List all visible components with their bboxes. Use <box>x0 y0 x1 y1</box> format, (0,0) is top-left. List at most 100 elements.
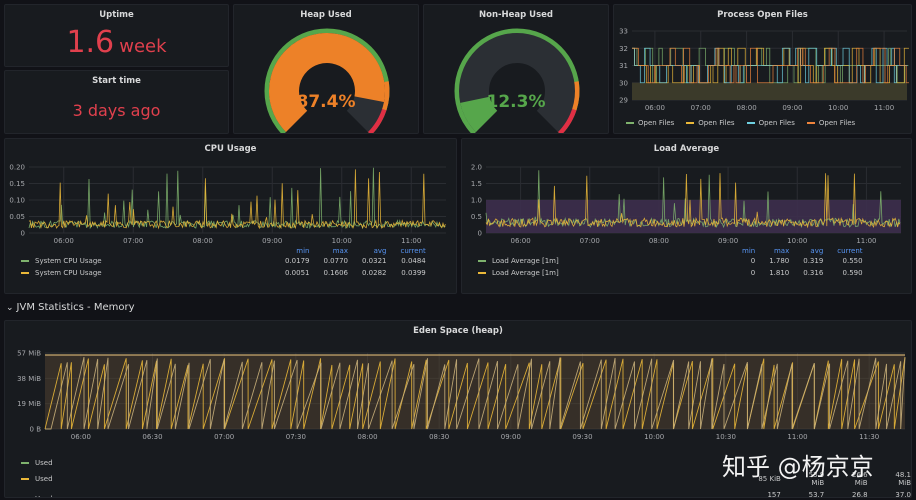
eden-legend-row[interactable]: Used 157 KiB 53.7 MiB 26.8 MiB 37.0 MiB <box>21 489 911 498</box>
open-files-xtick: 11:00 <box>874 104 894 112</box>
open-files-ytick: 31 <box>619 62 628 70</box>
row-title-label: JVM Statistics - Memory <box>16 302 135 313</box>
open-files-panel: Process Open Files 33 32 31 30 29 06:00 07:00 0… <box>613 4 912 134</box>
open-files-xtick: 06:00 <box>645 104 665 112</box>
legend-series-name: Used <box>21 489 741 497</box>
cpu-legend-header[interactable]: current <box>400 247 426 255</box>
legend-series-name: Load Average [1m] <box>478 255 728 267</box>
heap-fill <box>269 33 385 132</box>
eden-space-panel: Eden Space (heap) 57 MiB 38 MiB 19 MiB 0 B 0… <box>4 320 912 498</box>
load-legend-row[interactable]: Load Average [1m] 0 1.810 0.316 0.590 <box>478 267 863 279</box>
heap-threshold-red <box>367 108 387 133</box>
open-files-series-line <box>632 47 909 84</box>
cpu-legend-header[interactable]: max <box>332 247 348 255</box>
cpu-usage-chart: 0.20 0.15 0.10 0.05 0 06:00 07:00 08:00 09:00 10:… <box>9 164 446 245</box>
eden-legend-row[interactable]: Used <box>21 457 911 469</box>
open-files-legend-item[interactable]: Open Files <box>626 119 674 127</box>
cpu-legend-row[interactable]: System CPU Usage 0.0179 0.0770 0.0321 0.0484 <box>21 255 426 267</box>
nonheap-fill <box>460 95 498 133</box>
load-legend-header[interactable]: current <box>837 247 863 255</box>
legend-avg-value: 26.8 MiB <box>851 491 868 498</box>
legend-swatch <box>21 478 29 480</box>
legend-max-value: 53.7 MiB <box>808 491 825 498</box>
load-legend-row[interactable]: Load Average [1m] 0 1.780 0.319 0.550 <box>478 255 863 267</box>
heap-used-panel: Heap Used 87.4% <box>233 4 419 134</box>
open-files-xtick: 09:00 <box>782 104 802 112</box>
load-ytick: 1.0 <box>471 197 482 205</box>
uptime-panel: Uptime 1.6 week <box>4 4 229 67</box>
eden-series-line <box>45 356 906 430</box>
load-legend-header[interactable]: min <box>742 247 756 255</box>
open-files-ytick: 32 <box>619 45 628 53</box>
legend-label: Load Average [1m] <box>492 269 559 277</box>
chevron-down-icon: ⌄ <box>6 303 14 313</box>
open-files-xtick: 08:00 <box>736 104 756 112</box>
eden-space-title: Eden Space (heap) <box>413 326 503 336</box>
load-legend-header[interactable]: avg <box>810 247 824 255</box>
jvm-memory-row-header[interactable]: ⌄ JVM Statistics - Memory <box>6 302 135 313</box>
cpu-usage-title: CPU Usage <box>204 144 257 154</box>
cpu-ytick: 0.15 <box>9 180 25 188</box>
legend-current-value: 0.0484 <box>401 257 426 265</box>
load-ytick: 1.5 <box>471 180 482 188</box>
nonheap-used-title: Non-Heap Used <box>478 10 553 20</box>
legend-label: Open Files <box>698 119 735 127</box>
uptime-value: 1.6 week <box>5 25 228 60</box>
nonheap-used-panel: Non-Heap Used 12.3% <box>423 4 609 134</box>
legend-min-value: 85 KiB <box>758 475 781 483</box>
legend-current-value: 0.0399 <box>401 269 426 277</box>
nonheap-threshold-red <box>557 108 577 133</box>
start-time-panel: Start time 3 days ago <box>4 70 229 134</box>
cpu-legend-header[interactable]: avg <box>373 247 387 255</box>
eden-ytick: 38 MiB <box>17 375 41 383</box>
open-files-legend-item[interactable]: Open Files <box>746 119 795 127</box>
legend-max-value: 1.780 <box>769 257 790 265</box>
legend-swatch <box>21 462 29 464</box>
eden-legend-row[interactable]: Used 85 KiB 53.9 MiB 26.6 MiB 48.1 MiB <box>21 469 911 489</box>
legend-label: Open Files <box>818 119 856 127</box>
legend-label: Used <box>35 459 53 467</box>
cpu-xtick: 08:00 <box>193 237 213 245</box>
legend-label: Used <box>35 475 53 483</box>
eden-xtick: 06:00 <box>71 433 91 441</box>
load-average-chart: 2.0 1.5 1.0 0.5 0 06:00 07:00 08:00 09:00 10:00 11… <box>471 164 901 245</box>
cpu-series-line <box>28 167 446 230</box>
load-legend-header[interactable]: max <box>773 247 790 255</box>
load-series-line <box>485 173 901 229</box>
cpu-legend-header-blank <box>21 247 271 255</box>
legend-min-value: 0.0179 <box>285 257 310 265</box>
legend-swatch <box>478 272 486 274</box>
legend-current-value: 37.0 MiB <box>895 491 911 498</box>
load-xtick: 07:00 <box>580 237 600 245</box>
legend-series-name: Used <box>21 469 741 489</box>
legend-label: System CPU Usage <box>35 257 102 265</box>
load-xtick: 11:00 <box>856 237 876 245</box>
legend-label: Open Files <box>638 119 675 127</box>
cpu-legend-table: min max avg current System CPU Usage 0.0179 0.… <box>21 247 426 279</box>
cpu-ytick: 0.20 <box>9 164 25 172</box>
nonheap-gauge <box>454 28 580 133</box>
start-time-value: 3 days ago <box>72 101 161 120</box>
open-files-ytick: 33 <box>619 28 628 36</box>
legend-avg-value: 0.316 <box>803 269 824 277</box>
cpu-legend-header[interactable]: min <box>296 247 310 255</box>
cpu-xtick: 10:00 <box>332 237 352 245</box>
open-files-ytick: 30 <box>619 79 628 87</box>
legend-label: Open Files <box>758 119 795 127</box>
open-files-legend-item[interactable]: Open Files <box>686 119 735 127</box>
eden-space-chart: 57 MiB 38 MiB 19 MiB 0 B 06:00 06:30 07:00 07:3… <box>17 350 906 441</box>
open-files-legend-item[interactable]: Open Files <box>806 119 856 127</box>
eden-xtick: 11:30 <box>859 433 879 441</box>
cpu-xtick: 06:00 <box>54 237 74 245</box>
legend-swatch <box>686 122 695 124</box>
legend-current-value <box>868 457 911 469</box>
cpu-legend-row[interactable]: System CPU Usage 0.0051 0.1606 0.0282 0.0399 <box>21 267 426 279</box>
legend-current-value: 0.550 <box>842 257 863 265</box>
legend-label: Used <box>35 495 53 497</box>
eden-xtick: 09:30 <box>572 433 592 441</box>
open-files-ytick: 29 <box>619 97 628 105</box>
load-average-panel: Load Average 2.0 1.5 1.0 0.5 0 06:00 07:00 08:0… <box>461 138 912 294</box>
legend-min-value: 157 KiB <box>767 491 781 498</box>
load-ytick: 0.5 <box>471 213 482 221</box>
